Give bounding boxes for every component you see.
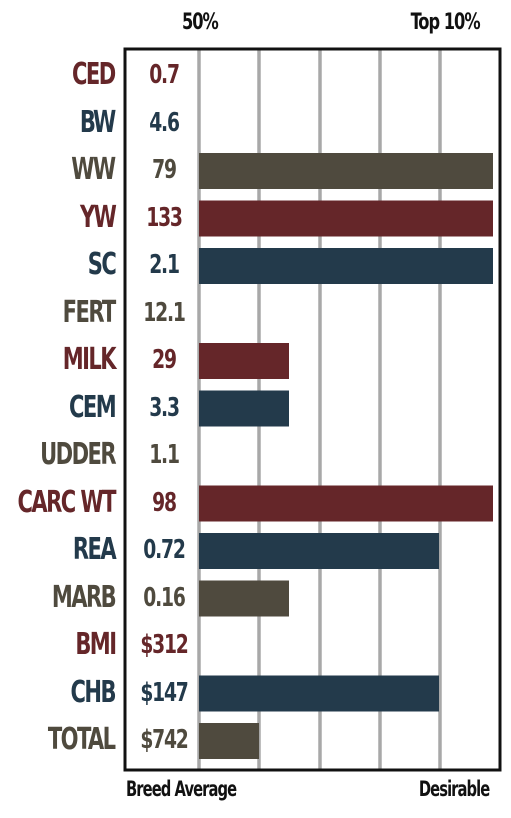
footer-label-desirable: Desirable (418, 777, 490, 801)
row-value-ced: 0.7 (149, 60, 180, 90)
row-value-cem: 3.3 (149, 392, 180, 423)
row-label-milk: MILK (62, 342, 117, 377)
row-value-sc: 2.1 (149, 250, 180, 280)
bar-sc (199, 248, 493, 284)
row-label-cem: CEM (68, 389, 117, 425)
row-value-fert: 12.1 (143, 297, 186, 328)
row-value-bmi: $312 (140, 630, 188, 660)
header-label-50: 50% (181, 10, 219, 35)
row-label-chb: CHB (70, 674, 117, 710)
row-value-carc-wt: 98 (152, 487, 177, 518)
bar-carc-wt (199, 485, 493, 522)
bar-cem (199, 390, 289, 427)
row-value-rea: 0.72 (143, 535, 186, 565)
bar-yw (199, 200, 493, 237)
row-value-total: $742 (140, 725, 188, 755)
row-label-bw: BW (80, 104, 116, 140)
row-label-sc: SC (87, 247, 117, 282)
header-label-top10: Top 10% (410, 10, 481, 35)
row-label-ww: WW (71, 152, 117, 187)
row-value-chb: $147 (140, 677, 188, 708)
row-value-marb: 0.16 (143, 582, 186, 613)
row-label-rea: REA (72, 532, 117, 567)
bar-total (199, 723, 259, 759)
row-value-udder: 1.1 (149, 440, 180, 470)
bar-marb (199, 580, 289, 617)
bar-chb (199, 675, 439, 712)
bar-rea (199, 533, 439, 569)
row-label-bmi: BMI (74, 627, 117, 662)
row-value-yw: 133 (146, 202, 183, 233)
row-value-bw: 4.6 (149, 107, 180, 138)
row-label-yw: YW (79, 199, 117, 235)
row-label-marb: MARB (51, 579, 117, 615)
row-label-total: TOTAL (48, 722, 116, 757)
row-label-ced: CED (72, 57, 116, 92)
row-value-milk: 29 (152, 345, 177, 375)
row-label-fert: FERT (62, 294, 117, 330)
bar-ww (199, 153, 493, 189)
bar-milk (199, 343, 289, 379)
row-value-ww: 79 (152, 155, 177, 185)
row-label-carc-wt: CARC WT (17, 484, 117, 520)
footer-label-breed-average: Breed Average (126, 777, 237, 801)
chart-frame (123, 47, 502, 772)
row-label-udder: UDDER (40, 437, 116, 472)
